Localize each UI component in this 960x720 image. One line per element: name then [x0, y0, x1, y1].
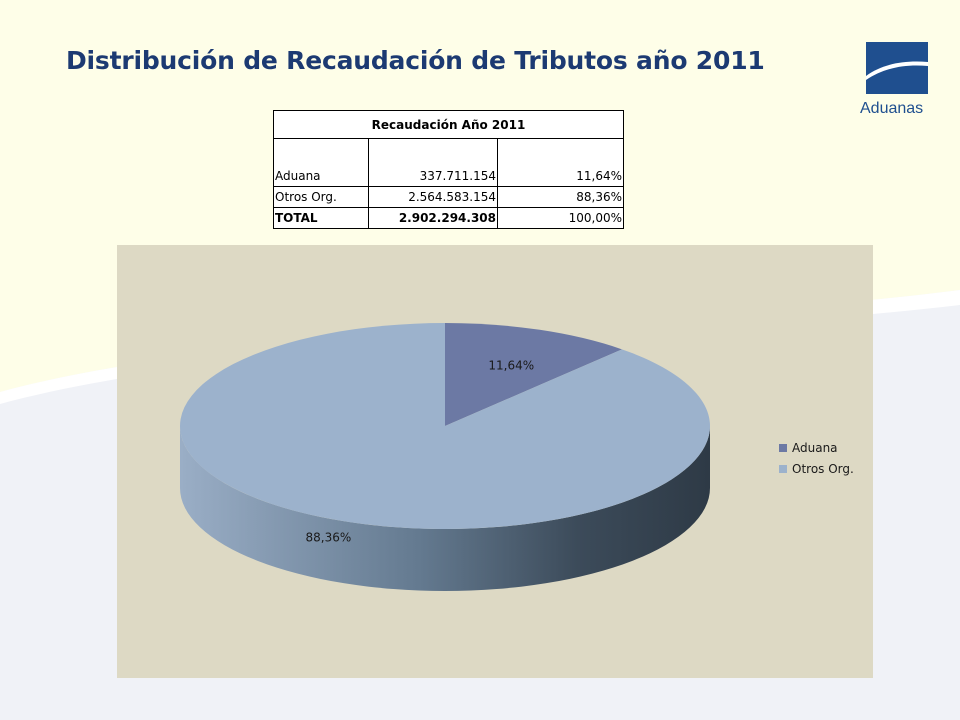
- table-header: Recaudación Año 2011: [273, 110, 624, 139]
- chart-legend: Aduana Otros Org.: [779, 437, 854, 479]
- table-spacer-row: [273, 138, 624, 166]
- row-label: Otros Org.: [273, 186, 369, 208]
- data-label-aduana: 11,64%: [488, 358, 534, 372]
- row-percent: 88,36%: [497, 186, 624, 208]
- table-row: Otros Org. 2.564.583.154 88,36%: [273, 186, 624, 208]
- pie-slice-aduana: [445, 323, 622, 426]
- pie-chart: 11,64% 88,36% Aduana Otros Org.: [117, 245, 873, 678]
- aduanas-logo-icon: [866, 42, 928, 94]
- pie-slice-otros: [179, 323, 711, 529]
- aduanas-logo: Aduanas: [860, 42, 928, 124]
- row-amount: 2.564.583.154: [368, 186, 498, 208]
- row-amount: 337.711.154: [368, 166, 498, 187]
- legend-item: Otros Org.: [779, 458, 854, 479]
- logo-text: Aduanas: [860, 100, 924, 117]
- legend-label: Aduana: [792, 440, 838, 455]
- legend-item: Aduana: [779, 437, 854, 458]
- total-label: TOTAL: [273, 207, 369, 229]
- total-percent: 100,00%: [497, 207, 624, 229]
- revenue-table: Recaudación Año 2011 Aduana 337.711.154 …: [273, 110, 624, 229]
- data-label-otros: 88,36%: [306, 530, 352, 544]
- pie-side-wall: [180, 426, 710, 591]
- legend-swatch-otros: [779, 464, 787, 473]
- table-row: Aduana 337.711.154 11,64%: [273, 166, 624, 187]
- legend-label: Otros Org.: [792, 461, 854, 476]
- pie-chart-svg: 11,64% 88,36%: [179, 323, 711, 591]
- legend-swatch-aduana: [779, 443, 787, 452]
- total-amount: 2.902.294.308: [368, 207, 498, 229]
- row-label: Aduana: [273, 166, 369, 187]
- table-total-row: TOTAL 2.902.294.308 100,00%: [273, 207, 624, 229]
- row-percent: 11,64%: [497, 166, 624, 187]
- slide-title: Distribución de Recaudación de Tributos …: [66, 46, 765, 75]
